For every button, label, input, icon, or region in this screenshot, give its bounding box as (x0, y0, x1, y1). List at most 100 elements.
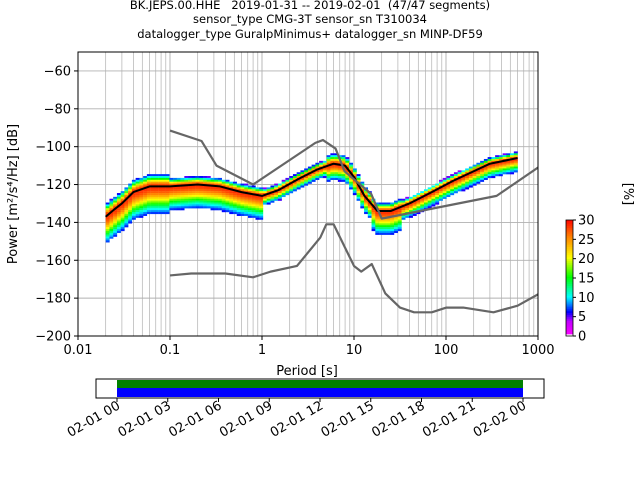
colorbar-cell (566, 266, 573, 269)
heatmap-cell (188, 176, 193, 179)
heatmap-cell (277, 185, 282, 188)
heatmap-cell (498, 172, 503, 175)
heatmap-cell (364, 193, 369, 196)
heatmap-cell (281, 187, 286, 190)
heatmap-cell (225, 208, 230, 211)
heatmap-cell (128, 187, 133, 190)
heatmap-cell (124, 204, 129, 207)
heatmap-cell (483, 177, 488, 180)
heatmap-cell (113, 213, 118, 216)
heatmap-cell (330, 168, 335, 171)
heatmap-cell (210, 208, 215, 211)
heatmap-cell (510, 170, 515, 173)
heatmap-cell (236, 185, 241, 188)
heatmap-cell (116, 193, 121, 196)
heatmap-cell (221, 208, 226, 211)
heatmap-cell (244, 196, 249, 199)
heatmap-cell (498, 166, 503, 169)
heatmap-cell (169, 206, 174, 209)
heatmap-cell (173, 194, 178, 198)
heatmap-cell (356, 189, 361, 192)
heatmap-cell (386, 223, 391, 226)
heatmap-cell (124, 194, 129, 198)
heatmap-cell (498, 155, 503, 158)
heatmap-cell (135, 185, 140, 188)
heatmap-cell (408, 208, 413, 211)
heatmap-cell (262, 191, 267, 194)
heatmap-cell (225, 189, 230, 192)
heatmap-cell (360, 196, 365, 199)
heatmap-cell (109, 215, 114, 218)
heatmap-cell (146, 200, 151, 203)
heatmap-cell (266, 200, 271, 203)
heatmap-cell (412, 202, 417, 205)
heatmap-cell (128, 206, 133, 209)
heatmap-cell (176, 179, 181, 182)
heatmap-cell (446, 179, 451, 182)
heatmap-cell (315, 170, 320, 173)
heatmap-cell (307, 176, 312, 179)
heatmap-cell (274, 198, 279, 201)
heatmap-cell (431, 198, 436, 201)
heatmap-cell (124, 200, 129, 203)
heatmap-cell (116, 225, 121, 228)
heatmap-cell (120, 211, 125, 215)
heatmap-cell (244, 213, 249, 216)
heatmap-cell (450, 189, 455, 192)
heatmap-cell (236, 204, 241, 207)
heatmap-cell (240, 185, 245, 188)
heatmap-cell (221, 196, 226, 199)
heatmap-cell (158, 179, 163, 182)
heatmap-cell (259, 198, 264, 201)
heatmap-cell (498, 168, 503, 171)
heatmap-cell (161, 198, 166, 201)
heatmap-cell (390, 223, 395, 226)
heatmap-cell (304, 177, 309, 180)
heatmap-cell (322, 164, 327, 167)
colorbar-label: [%] (620, 183, 635, 206)
heatmap-cell (491, 164, 496, 167)
heatmap-cell (169, 200, 174, 203)
heatmap-cell (364, 211, 369, 215)
heatmap-cell (143, 198, 148, 201)
heatmap-cell (225, 193, 230, 196)
heatmap-cell (251, 198, 256, 201)
heatmap-cell (379, 219, 383, 222)
heatmap-cell (236, 194, 241, 198)
y-tick-label: −160 (35, 254, 71, 269)
heatmap-cell (105, 234, 110, 237)
heatmap-cell (113, 200, 118, 203)
heatmap-cell (135, 177, 140, 180)
heatmap-cell (135, 210, 140, 213)
heatmap-cell (326, 179, 331, 182)
heatmap-cell (442, 189, 447, 192)
heatmap-cell (379, 208, 383, 211)
heatmap-cell (465, 176, 470, 179)
heatmap-cell (472, 177, 477, 180)
heatmap-cell (184, 191, 189, 194)
heatmap-cell (319, 170, 324, 173)
heatmap-cell (146, 211, 151, 215)
heatmap-cell (360, 183, 365, 186)
heatmap-cell (442, 185, 447, 188)
heatmap-cell (131, 208, 136, 211)
heatmap-cell (510, 160, 515, 163)
heatmap-cell (206, 194, 211, 198)
x-tick-label: 10 (346, 343, 363, 358)
heatmap-cell (199, 198, 204, 201)
heatmap-cell (435, 183, 440, 186)
heatmap-cell (472, 166, 477, 169)
y-tick-label: −120 (35, 178, 71, 193)
heatmap-cell (420, 191, 425, 194)
heatmap-cell (128, 219, 133, 222)
colorbar-cell (566, 324, 573, 327)
heatmap-cell (431, 200, 436, 203)
heatmap-cell (360, 202, 365, 205)
heatmap-cell (109, 234, 114, 237)
colorbar-cell (566, 272, 573, 275)
heatmap-cell (195, 187, 200, 190)
heatmap-cell (259, 211, 264, 215)
colorbar-cell (566, 320, 573, 323)
heatmap-cell (472, 172, 477, 175)
heatmap-cell (214, 200, 219, 203)
